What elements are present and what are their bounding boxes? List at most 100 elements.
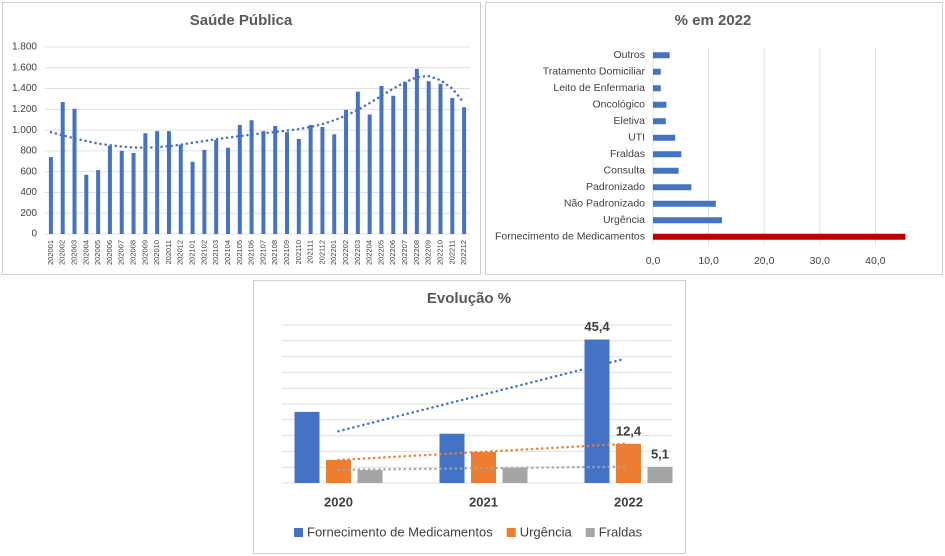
y-tick-label: 600 bbox=[20, 166, 37, 177]
bar bbox=[584, 339, 610, 483]
bar bbox=[462, 107, 467, 234]
x-tick-label: 202212 bbox=[459, 240, 468, 265]
bar bbox=[166, 131, 171, 234]
bar bbox=[653, 167, 679, 174]
x-tick-label: 202207 bbox=[400, 240, 409, 265]
chart-title: % em 2022 bbox=[675, 12, 752, 29]
bar bbox=[214, 139, 219, 234]
bar bbox=[653, 184, 692, 191]
bar bbox=[647, 466, 673, 483]
x-tick-label: 202004 bbox=[81, 240, 90, 265]
x-tick-label: 202206 bbox=[388, 240, 397, 265]
y-tick-label: Fraldas bbox=[610, 148, 645, 160]
x-tick-label: 30,0 bbox=[810, 255, 831, 267]
bar bbox=[225, 147, 230, 234]
bar bbox=[426, 81, 431, 235]
y-tick-label: Fornecimento de Medicamentos bbox=[495, 231, 645, 243]
bar bbox=[344, 109, 349, 234]
bar bbox=[296, 138, 301, 234]
x-tick-label: 202201 bbox=[329, 240, 338, 265]
trendline bbox=[337, 357, 626, 433]
bar bbox=[450, 97, 455, 235]
y-tick-label: 0 bbox=[31, 229, 37, 240]
bar bbox=[72, 108, 77, 234]
panel bbox=[485, 2, 943, 275]
y-tick-label: Outros bbox=[613, 49, 645, 61]
x-tick-label: 10,0 bbox=[698, 255, 719, 267]
x-tick-label: 202002 bbox=[58, 240, 67, 265]
trendline bbox=[337, 465, 626, 472]
bar bbox=[48, 157, 53, 234]
x-tick-label: 202005 bbox=[93, 240, 102, 265]
x-tick-label: 202102 bbox=[199, 240, 208, 265]
bar bbox=[308, 124, 313, 234]
trendline bbox=[49, 74, 466, 150]
bar bbox=[502, 467, 528, 483]
y-tick-label: 1.800 bbox=[12, 42, 37, 53]
x-tick-label: 202104 bbox=[223, 240, 232, 265]
x-tick-label: 2021 bbox=[469, 494, 498, 509]
x-tick-label: 40,0 bbox=[865, 255, 886, 267]
y-tick-label: Tratamento Domiciliar bbox=[543, 66, 646, 78]
bar bbox=[653, 233, 906, 240]
y-tick-label: Leito de Enfermaria bbox=[553, 82, 645, 94]
x-tick-label: 202010 bbox=[152, 240, 161, 265]
trendline bbox=[337, 442, 626, 462]
bar bbox=[273, 125, 278, 234]
bar bbox=[653, 68, 661, 75]
x-tick-label: 2022 bbox=[614, 494, 643, 509]
y-tick-label: UTI bbox=[628, 132, 645, 144]
bar bbox=[653, 217, 722, 224]
x-tick-label: 202203 bbox=[353, 240, 362, 265]
y-tick-label: 800 bbox=[20, 146, 37, 157]
bar bbox=[653, 200, 716, 207]
bar bbox=[143, 133, 148, 234]
legend-swatch bbox=[585, 528, 595, 537]
bar bbox=[131, 152, 136, 234]
bar bbox=[190, 161, 195, 234]
panel bbox=[253, 280, 686, 554]
y-tick-label: Eletiva bbox=[613, 115, 645, 127]
y-tick-label: Não Padronizado bbox=[564, 198, 645, 210]
x-tick-label: 202208 bbox=[412, 240, 421, 265]
x-tick-label: 202003 bbox=[69, 240, 78, 265]
x-tick-label: 202111 bbox=[306, 240, 315, 264]
bar bbox=[653, 101, 667, 108]
x-tick-label: 202112 bbox=[317, 240, 326, 264]
bar bbox=[202, 149, 207, 234]
y-tick-label: 400 bbox=[20, 187, 37, 198]
bar bbox=[653, 118, 666, 125]
y-tick-label: Oncológico bbox=[592, 99, 645, 111]
x-tick-label: 202209 bbox=[424, 240, 433, 265]
chart-title: Evolução % bbox=[427, 290, 511, 307]
y-tick-label: Consulta bbox=[604, 165, 646, 177]
bar bbox=[357, 470, 383, 483]
data-label: 45,4 bbox=[584, 319, 610, 334]
bar bbox=[653, 52, 670, 59]
y-tick-label: Urgência bbox=[603, 214, 645, 226]
bar bbox=[178, 144, 183, 234]
y-tick-label: 1.400 bbox=[12, 83, 37, 94]
x-tick-label: 202204 bbox=[365, 240, 374, 265]
bar bbox=[84, 174, 89, 234]
bar bbox=[294, 411, 320, 483]
x-tick-label: 202012 bbox=[176, 240, 185, 265]
x-tick-label: 202106 bbox=[247, 240, 256, 265]
y-tick-label: 1.200 bbox=[12, 104, 37, 115]
x-tick-label: 202105 bbox=[235, 240, 244, 265]
x-tick-label: 202009 bbox=[140, 240, 149, 265]
chart-title: Saúde Pública bbox=[190, 12, 293, 29]
bar bbox=[261, 131, 266, 234]
bar bbox=[616, 443, 641, 483]
data-label: 5,1 bbox=[651, 446, 669, 461]
bar bbox=[326, 459, 351, 483]
x-tick-label: 202202 bbox=[341, 240, 350, 265]
x-tick-label: 202211 bbox=[447, 240, 456, 264]
x-tick-label: 202001 bbox=[46, 240, 55, 265]
x-tick-label: 202011 bbox=[164, 240, 173, 264]
bar bbox=[249, 120, 254, 234]
bar bbox=[155, 131, 160, 234]
legend-label: Urgência bbox=[520, 524, 573, 539]
bar bbox=[367, 114, 372, 234]
